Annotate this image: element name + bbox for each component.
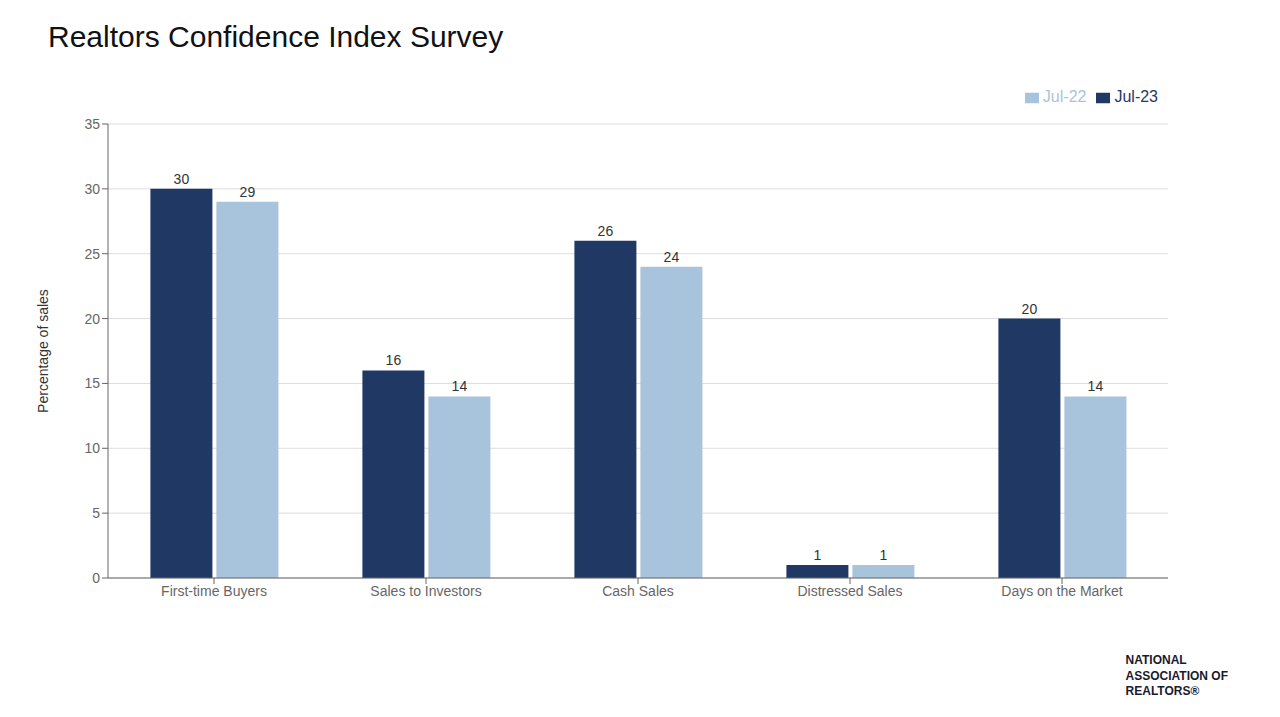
svg-text:1: 1 xyxy=(814,547,822,563)
html-text:Jul-22: Jul-22 xyxy=(1042,88,1087,105)
svg-text:29: 29 xyxy=(240,184,256,200)
svg-text:15: 15 xyxy=(84,375,100,391)
html-text:NATIONAL ASSOCIATION OF REALTO: NATIONAL ASSOCIATION OF REALTORS® xyxy=(1125,653,1228,699)
svg-text:26: 26 xyxy=(598,223,614,239)
svg-text:Percentage of sales: Percentage of sales xyxy=(35,289,51,413)
svg-text:Distressed Sales: Distressed Sales xyxy=(797,583,902,599)
svg-text:16: 16 xyxy=(386,352,402,368)
svg-text:14: 14 xyxy=(452,378,468,394)
svg-text:20: 20 xyxy=(1022,301,1038,317)
html-text:Realtors Confidence Index Surv: Realtors Confidence Index Survey xyxy=(48,20,504,53)
svg-text:First-time Buyers: First-time Buyers xyxy=(161,583,267,599)
svg-text:30: 30 xyxy=(84,181,100,197)
html-text:Jul-23: Jul-23 xyxy=(1114,88,1158,105)
svg-text:10: 10 xyxy=(84,440,100,456)
svg-text:25: 25 xyxy=(84,246,100,262)
svg-text:Days on the Market: Days on the Market xyxy=(1001,583,1122,599)
svg-text:Sales to Investors: Sales to Investors xyxy=(370,583,481,599)
svg-text:1: 1 xyxy=(880,547,888,563)
svg-text:35: 35 xyxy=(84,116,100,132)
svg-text:5: 5 xyxy=(92,505,100,521)
svg-text:24: 24 xyxy=(664,249,680,265)
svg-text:30: 30 xyxy=(174,171,190,187)
svg-text:0: 0 xyxy=(92,570,100,586)
svg-text:14: 14 xyxy=(1088,378,1104,394)
svg-text:Cash Sales: Cash Sales xyxy=(602,583,674,599)
svg-text:20: 20 xyxy=(84,311,100,327)
